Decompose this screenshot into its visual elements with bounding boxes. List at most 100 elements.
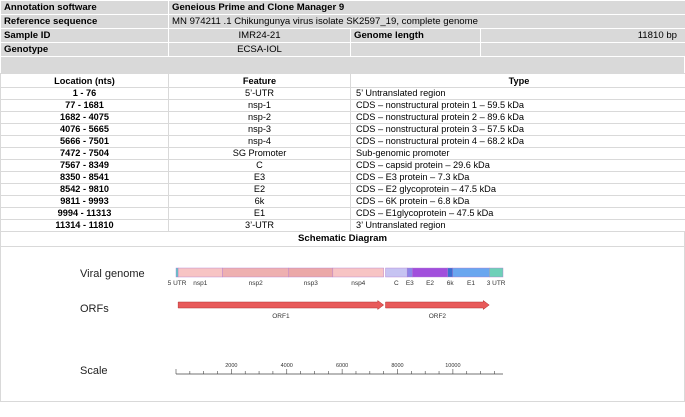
type-cell: CDS – nonstructural protein 1 – 59.5 kDa xyxy=(350,99,685,112)
reference-label: Reference sequence xyxy=(0,14,169,29)
genotype-row: Genotype ECSA-IOL xyxy=(0,42,685,57)
feature-cell: nsp-3 xyxy=(168,123,351,136)
table-row: 8542 - 9810 E2 CDS – E2 glycoprotein – 47.… xyxy=(0,183,685,196)
location-cell: 7567 - 8349 xyxy=(0,159,169,172)
table-row: 7472 - 7504 SG Promoter Sub-genomic promot… xyxy=(0,147,685,160)
location-cell: 1682 - 4075 xyxy=(0,111,169,124)
type-cell: Sub-genomic promoter xyxy=(350,147,685,160)
feature-cell: E3 xyxy=(168,171,351,184)
genome-segment-nsp2 xyxy=(222,267,290,278)
scale-tick-label: 2000 xyxy=(225,363,237,369)
feature-cell: 6k xyxy=(168,195,351,208)
type-cell: CDS – nonstructural protein 4 – 68.2 kDa xyxy=(350,135,685,148)
scale-tick-label: 4000 xyxy=(281,363,293,369)
table-row: 9994 - 11313 E1 CDS – E1glycoprotein – 47.… xyxy=(0,207,685,220)
table-row: 9811 - 9993 6k CDS – 6K protein – 6.8 kDa xyxy=(0,195,685,208)
sample-row: Sample ID IMR24-21 Genome length 11810 b… xyxy=(0,28,685,43)
feature-cell: 3’-UTR xyxy=(168,219,351,232)
annotation-row: Annotation software Geneious Prime and C… xyxy=(0,0,685,15)
header-type: Type xyxy=(350,73,685,88)
table-row: 8350 - 8541 E3 CDS – E3 protein – 7.3 kDa xyxy=(0,171,685,184)
genome-segment-3-utr xyxy=(489,267,504,278)
table-row: 77 - 1681 nsp-1 CDS – nonstructural protei… xyxy=(0,99,685,112)
type-cell: 3’ Untranslated region xyxy=(350,219,685,232)
feature-table-header: Location (nts) Feature Type xyxy=(0,73,685,88)
feature-table: Location (nts) Feature Type 1 - 76 5’-UTR… xyxy=(0,73,685,232)
feature-cell: nsp-4 xyxy=(168,135,351,148)
location-cell: 8350 - 8541 xyxy=(0,171,169,184)
genome-segment-5-utr xyxy=(175,267,179,278)
type-cell: CDS – nonstructural protein 3 – 57.5 kDa xyxy=(350,123,685,136)
scale-tick-label: 8000 xyxy=(391,363,403,369)
type-cell: CDS – 6K protein – 6.8 kDa xyxy=(350,195,685,208)
table-row: 4076 - 5665 nsp-3 CDS – nonstructural prot… xyxy=(0,123,685,136)
reference-row: Reference sequence MN 974211 .1 Chikungu… xyxy=(0,14,685,29)
genome-segment-nsp3 xyxy=(288,267,334,278)
feature-cell: nsp-1 xyxy=(168,99,351,112)
genome-segment-label: E1 xyxy=(467,280,475,287)
location-cell: 11314 - 11810 xyxy=(0,219,169,232)
type-cell: CDS – E1glycoprotein – 47.5 kDa xyxy=(350,207,685,220)
genome-segment-6k xyxy=(447,267,453,278)
feature-cell: E1 xyxy=(168,207,351,220)
genome-segment-label: nsp1 xyxy=(193,280,207,287)
genome-row-label: Viral genome xyxy=(80,268,145,280)
reference-value: MN 974211 .1 Chikungunya virus isolate S… xyxy=(168,14,685,29)
table-row: 5666 - 7501 nsp-4 CDS – nonstructural prot… xyxy=(0,135,685,148)
annotation-value: Geneious Prime and Clone Manager 9 xyxy=(168,0,685,15)
annotation-label: Annotation software xyxy=(0,0,169,15)
genome-segment-nsp1 xyxy=(177,267,223,278)
genome-segment-nsp4 xyxy=(332,267,384,278)
genotype-empty-2 xyxy=(480,42,685,57)
genome-segment-label: 5 UTR xyxy=(168,280,187,287)
location-cell: 4076 - 5665 xyxy=(0,123,169,136)
table-row: 1 - 76 5’-UTR 5’ Untranslated region xyxy=(0,87,685,100)
type-cell: CDS – capsid protein – 29.6 kDa xyxy=(350,159,685,172)
length-value: 11810 bp xyxy=(480,28,685,43)
genome-segment-label: nsp2 xyxy=(249,280,263,287)
location-cell: 77 - 1681 xyxy=(0,99,169,112)
genotype-empty-1 xyxy=(350,42,481,57)
orf-label: ORF2 xyxy=(429,313,447,320)
scale-row-label: Scale xyxy=(80,365,108,377)
location-cell: 8542 - 9810 xyxy=(0,183,169,196)
genotype-label: Genotype xyxy=(0,42,169,57)
feature-cell: C xyxy=(168,159,351,172)
metadata-spacer xyxy=(0,57,685,73)
feature-table-body: 1 - 76 5’-UTR 5’ Untranslated region 77 - 1… xyxy=(0,87,685,232)
genome-segment-e2 xyxy=(412,267,448,278)
schematic-svg: 5 UTR nsp1 nsp2 nsp3 nsp4 C E3 E2 6k E1 3 UTR ORF1 O… xyxy=(168,267,506,375)
orf-label: ORF1 xyxy=(272,313,290,320)
genotype-value: ECSA-IOL xyxy=(168,42,351,57)
genome-segment-c xyxy=(385,267,408,278)
genome-segment-label: E2 xyxy=(426,280,434,287)
table-row: 7567 - 8349 C CDS – capsid protein – 29.6 … xyxy=(0,159,685,172)
scale-tick-label: 6000 xyxy=(336,363,348,369)
metadata-table: Annotation software Geneious Prime and C… xyxy=(0,0,685,57)
schematic-diagram: Viral genome ORFs Scale 5 UTR nsp1 nsp2 nsp… xyxy=(0,247,685,402)
feature-cell: SG Promoter xyxy=(168,147,351,160)
orfs-row-label: ORFs xyxy=(80,303,109,315)
location-cell: 9811 - 9993 xyxy=(0,195,169,208)
scale-tick-label: 10000 xyxy=(445,363,460,369)
genome-segment-label: nsp4 xyxy=(351,280,365,287)
feature-cell: nsp-2 xyxy=(168,111,351,124)
genome-segment-label: C xyxy=(394,280,399,287)
table-row: 11314 - 11810 3’-UTR 3’ Untranslated regio… xyxy=(0,219,685,232)
genome-segment-e3 xyxy=(406,267,413,278)
location-cell: 7472 - 7504 xyxy=(0,147,169,160)
location-cell: 9994 - 11313 xyxy=(0,207,169,220)
header-location: Location (nts) xyxy=(0,73,169,88)
sample-value: IMR24-21 xyxy=(168,28,351,43)
genome-segment-label: 6k xyxy=(447,280,455,287)
type-cell: CDS – E2 glycoprotein – 47.5 kDa xyxy=(350,183,685,196)
table-row: 1682 - 4075 nsp-2 CDS – nonstructural prot… xyxy=(0,111,685,124)
orf-arrow-orf2 xyxy=(385,300,490,310)
genome-segment-label: 3 UTR xyxy=(487,280,506,287)
feature-cell: 5’-UTR xyxy=(168,87,351,100)
genome-segment-label: E3 xyxy=(406,280,414,287)
genome-segment-e1 xyxy=(452,267,490,278)
orf-arrow-orf1 xyxy=(177,300,385,310)
type-cell: CDS – nonstructural protein 2 – 89.6 kDa xyxy=(350,111,685,124)
header-feature: Feature xyxy=(168,73,351,88)
